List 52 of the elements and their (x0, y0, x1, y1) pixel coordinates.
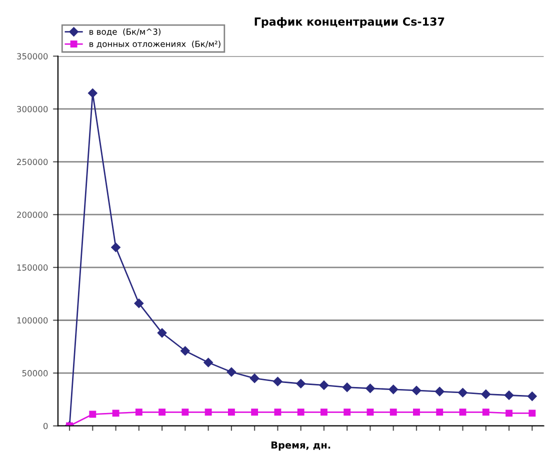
point (390, 408, 397, 416)
point (481, 390, 491, 399)
point (388, 384, 398, 394)
point (250, 374, 260, 383)
point (157, 328, 167, 338)
y-tick-label: 250000 (17, 158, 48, 166)
point (158, 408, 166, 416)
chart-title: График концентрации Cs-137 (254, 17, 444, 28)
point (344, 408, 351, 416)
point (135, 408, 142, 416)
point (134, 298, 144, 308)
y-tick-label: 50000 (22, 370, 48, 376)
point (297, 408, 304, 416)
point (366, 384, 375, 394)
point (320, 408, 328, 416)
point (412, 386, 422, 396)
point (435, 386, 444, 396)
point (226, 367, 236, 377)
point (366, 408, 374, 416)
y-tick-label: 0 (43, 422, 48, 430)
point (112, 410, 120, 417)
point (436, 408, 444, 416)
point (180, 346, 190, 356)
y-tick-label: 100000 (17, 317, 48, 324)
point (342, 382, 352, 392)
y-tick-label: 300000 (17, 106, 48, 112)
point (459, 408, 466, 416)
point (111, 242, 120, 252)
point (204, 358, 213, 368)
point (319, 380, 329, 390)
point (482, 408, 490, 416)
y-tick-label: 200000 (17, 212, 48, 218)
y-tick-label: 350000 (17, 53, 48, 60)
point (228, 408, 235, 416)
point (274, 408, 282, 416)
point (413, 408, 420, 416)
point (458, 388, 468, 398)
x-axis-title: Время, дн. (271, 441, 330, 451)
point (273, 376, 282, 386)
y-tick-label: 150000 (17, 264, 48, 271)
point (182, 408, 189, 416)
point (528, 410, 536, 417)
legend-label: в воде (Бк/м^3) (90, 28, 160, 36)
point (506, 410, 512, 417)
legend-label: в донных отложениях (Бк/м²) (90, 40, 220, 48)
point (296, 379, 306, 388)
point (204, 408, 212, 416)
point (89, 410, 96, 418)
point (504, 390, 514, 400)
point (251, 408, 258, 416)
point (528, 392, 537, 401)
point (88, 88, 98, 98)
